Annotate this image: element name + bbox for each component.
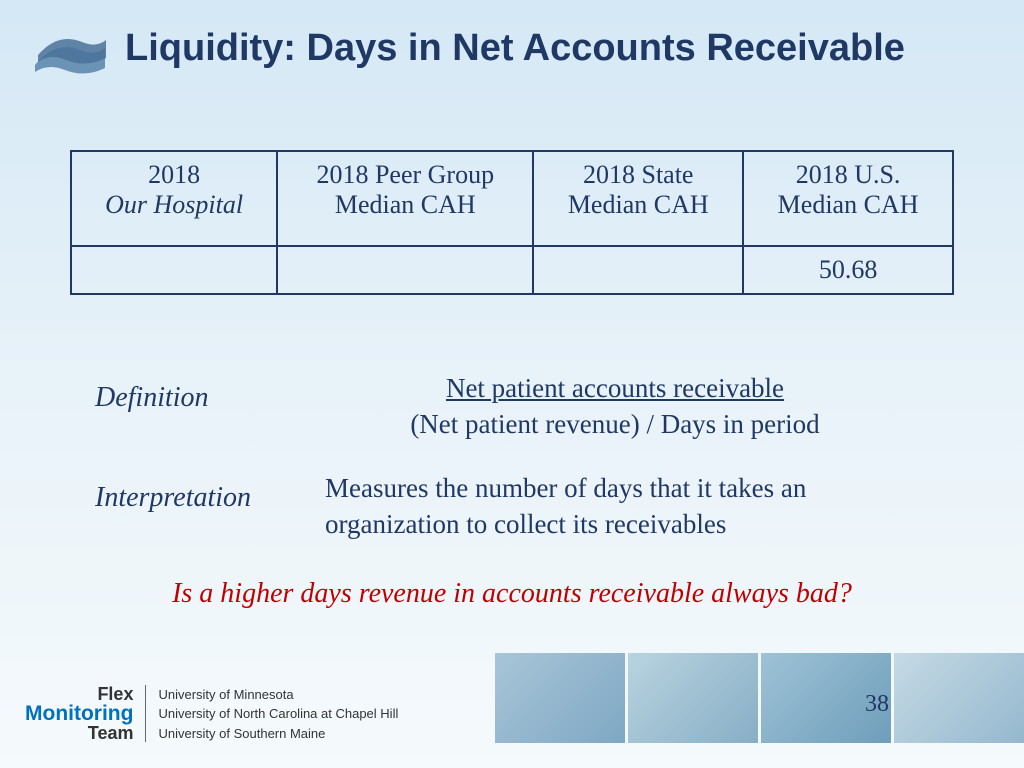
col-header-peer-group: 2018 Peer Group Median CAH bbox=[277, 151, 533, 246]
cell-state bbox=[533, 246, 743, 294]
col-header-us: 2018 U.S. Median CAH bbox=[743, 151, 953, 246]
logo-icon bbox=[30, 20, 110, 90]
definition-row: Definition Net patient accounts receivab… bbox=[95, 370, 925, 443]
footer: Flex Monitoring Team University of Minne… bbox=[0, 653, 1024, 768]
page-number: 38 bbox=[865, 691, 889, 718]
footer-photo-2 bbox=[628, 653, 758, 743]
flex-monitoring-logo: Flex Monitoring Team bbox=[25, 685, 146, 742]
definition-label: Definition bbox=[95, 370, 325, 414]
question-text: Is a higher days revenue in accounts rec… bbox=[0, 578, 1024, 610]
col-header-our-hospital: 2018 Our Hospital bbox=[71, 151, 277, 246]
interpretation-text: Measures the number of days that it take… bbox=[325, 470, 925, 543]
footer-photo-1 bbox=[495, 653, 625, 743]
comparison-table: 2018 Our Hospital 2018 Peer Group Median… bbox=[70, 150, 954, 295]
table-header-row: 2018 Our Hospital 2018 Peer Group Median… bbox=[71, 151, 953, 246]
university-list: University of Minnesota University of No… bbox=[158, 685, 398, 744]
interpretation-label: Interpretation bbox=[95, 470, 325, 514]
definition-formula: Net patient accounts receivable (Net pat… bbox=[325, 370, 925, 443]
table-data-row: 50.68 bbox=[71, 246, 953, 294]
col-header-state: 2018 State Median CAH bbox=[533, 151, 743, 246]
footer-photo-4 bbox=[894, 653, 1024, 743]
cell-our-hospital bbox=[71, 246, 277, 294]
cell-peer-group bbox=[277, 246, 533, 294]
interpretation-row: Interpretation Measures the number of da… bbox=[95, 470, 925, 543]
slide-title: Liquidity: Days in Net Accounts Receivab… bbox=[125, 25, 905, 73]
footer-images bbox=[495, 653, 1024, 743]
footer-left: Flex Monitoring Team University of Minne… bbox=[25, 685, 398, 744]
cell-us: 50.68 bbox=[743, 246, 953, 294]
